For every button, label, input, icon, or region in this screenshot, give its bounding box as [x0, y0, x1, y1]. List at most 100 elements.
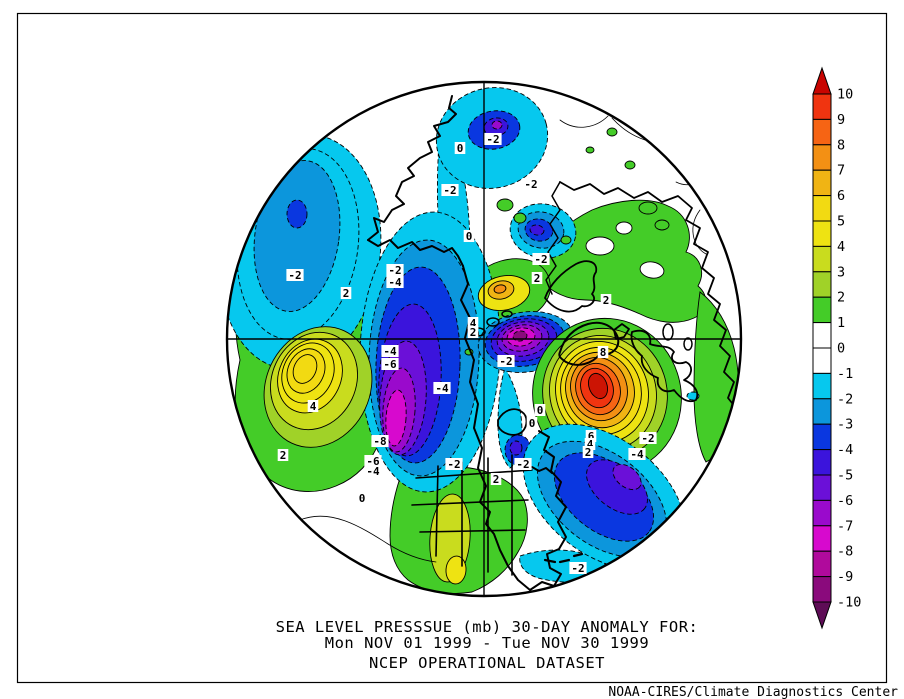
contour-label-box — [356, 492, 368, 504]
colorbar-tick-label: -10 — [837, 595, 861, 611]
colorbar-segment — [812, 423, 832, 451]
anomaly-contour — [493, 284, 507, 294]
contour-label: -2 — [499, 355, 512, 368]
graticule-lines — [227, 82, 741, 596]
contour-label-box — [531, 272, 543, 284]
colorbar-segment — [812, 449, 832, 476]
coastline-path — [529, 430, 567, 591]
contour-label: -2 — [524, 178, 537, 191]
contour-label: -6 — [383, 358, 397, 371]
colorbar-tick-label: -1 — [837, 366, 853, 382]
contour-label-box — [386, 264, 404, 276]
contour-label-box — [364, 455, 382, 467]
colorbar-tick-label: -7 — [837, 518, 853, 534]
colorbar-tick-label: -8 — [837, 544, 853, 560]
colorbar-segment — [812, 118, 832, 146]
colorbar-tick-label: 4 — [837, 239, 845, 255]
anomaly-contour — [624, 160, 636, 170]
contour-label-box — [484, 133, 502, 145]
coastline-path — [543, 552, 584, 564]
colorbar-tick-label: 2 — [837, 290, 845, 306]
coastline-path — [497, 408, 528, 436]
contour-label: 4 — [310, 400, 317, 413]
colorbar-segment — [812, 195, 832, 222]
contour-label-box — [307, 400, 319, 412]
map-boundary-circle — [225, 80, 743, 598]
colorbar-segment — [812, 550, 832, 578]
contour-label-box — [600, 294, 612, 306]
contour-label-box — [381, 345, 399, 357]
contour-label: -2 — [516, 458, 529, 471]
contour-label-box — [381, 358, 399, 370]
contour-label: 0 — [457, 142, 464, 155]
coastline-path — [367, 95, 457, 241]
colorbar-tick-label: 7 — [837, 163, 845, 179]
contour-label: -2 — [443, 184, 456, 197]
coastline-path — [411, 454, 533, 576]
coastline-path — [613, 323, 630, 340]
title-line3: NCEP OPERATIONAL DATASET — [369, 654, 605, 672]
anomaly-contour — [585, 236, 615, 256]
contour-label: 2 — [470, 326, 477, 339]
colorbar-segment — [812, 93, 832, 120]
colorbar-tick-label: 3 — [837, 264, 845, 280]
contour-label: -2 — [486, 133, 499, 146]
colorbar-segment — [812, 144, 832, 171]
contour-label-box — [454, 142, 466, 154]
title-line2: Mon NOV 01 1999 - Tue NOV 30 1999 — [325, 634, 649, 652]
contour-label-box — [597, 346, 609, 358]
colorbar-tick-label: -3 — [837, 417, 853, 433]
colorbar-tick-label: 10 — [837, 87, 853, 103]
colorbar-segment — [812, 499, 832, 527]
contour-label-box — [445, 458, 463, 470]
contour-label: -4 — [383, 345, 397, 358]
anomaly-contour — [560, 235, 572, 245]
anomaly-contour — [236, 148, 360, 340]
colorbar-segment — [812, 322, 832, 349]
colorbar-segment — [812, 296, 832, 324]
contour-label-box — [433, 382, 451, 394]
anomaly-contour — [585, 146, 595, 154]
coastline-path — [559, 181, 737, 409]
contour-label: -2 — [571, 562, 584, 575]
contour-label-box — [526, 417, 538, 429]
contour-label: 4 — [587, 438, 594, 451]
colorbar-segment — [812, 245, 832, 273]
contour-label-box — [386, 276, 404, 288]
contour-label-box — [639, 432, 657, 444]
colorbar-segment — [812, 271, 832, 298]
colorbar-tick-label: -9 — [837, 569, 853, 585]
coastline-path — [367, 239, 464, 267]
contour-label: 0 — [466, 230, 473, 243]
contour-label: 0 — [537, 404, 544, 417]
coastline-layer — [299, 95, 737, 591]
colorbar-segment — [812, 347, 832, 374]
contour-label: 2 — [603, 294, 610, 307]
anomaly-region — [535, 199, 707, 323]
contour-label-box — [534, 404, 546, 416]
anomaly-contour — [445, 555, 467, 585]
contour-label-box — [277, 449, 289, 461]
contour-label-box — [584, 438, 596, 450]
contour-label-layer: -20-20-2-2-222242-2-4-28642-2-4-2-4-6-4-… — [277, 133, 657, 575]
colorbar-segment — [812, 474, 832, 501]
coastline-path — [630, 329, 699, 403]
colorbar-tick-label: 1 — [837, 315, 845, 331]
colorbar-segment — [812, 372, 832, 400]
anomaly-contour — [638, 201, 658, 215]
contour-label: -2 — [388, 264, 401, 277]
coastline-path — [299, 515, 437, 563]
colorbar-tick-label: -4 — [837, 442, 853, 458]
contour-label-box — [467, 317, 479, 329]
colorbar-arrow-bottom — [812, 601, 832, 630]
colorbar-segment — [812, 576, 832, 603]
contour-label-box — [463, 230, 475, 242]
colorbar-arrow-top — [812, 66, 832, 95]
contour-label: 2 — [493, 473, 500, 486]
coastline-path — [558, 321, 620, 366]
coastline-path — [531, 466, 553, 474]
anomaly-contour — [281, 342, 335, 404]
contour-label: 2 — [585, 446, 592, 459]
contour-label-box — [490, 473, 502, 485]
coastline-path — [692, 209, 707, 255]
